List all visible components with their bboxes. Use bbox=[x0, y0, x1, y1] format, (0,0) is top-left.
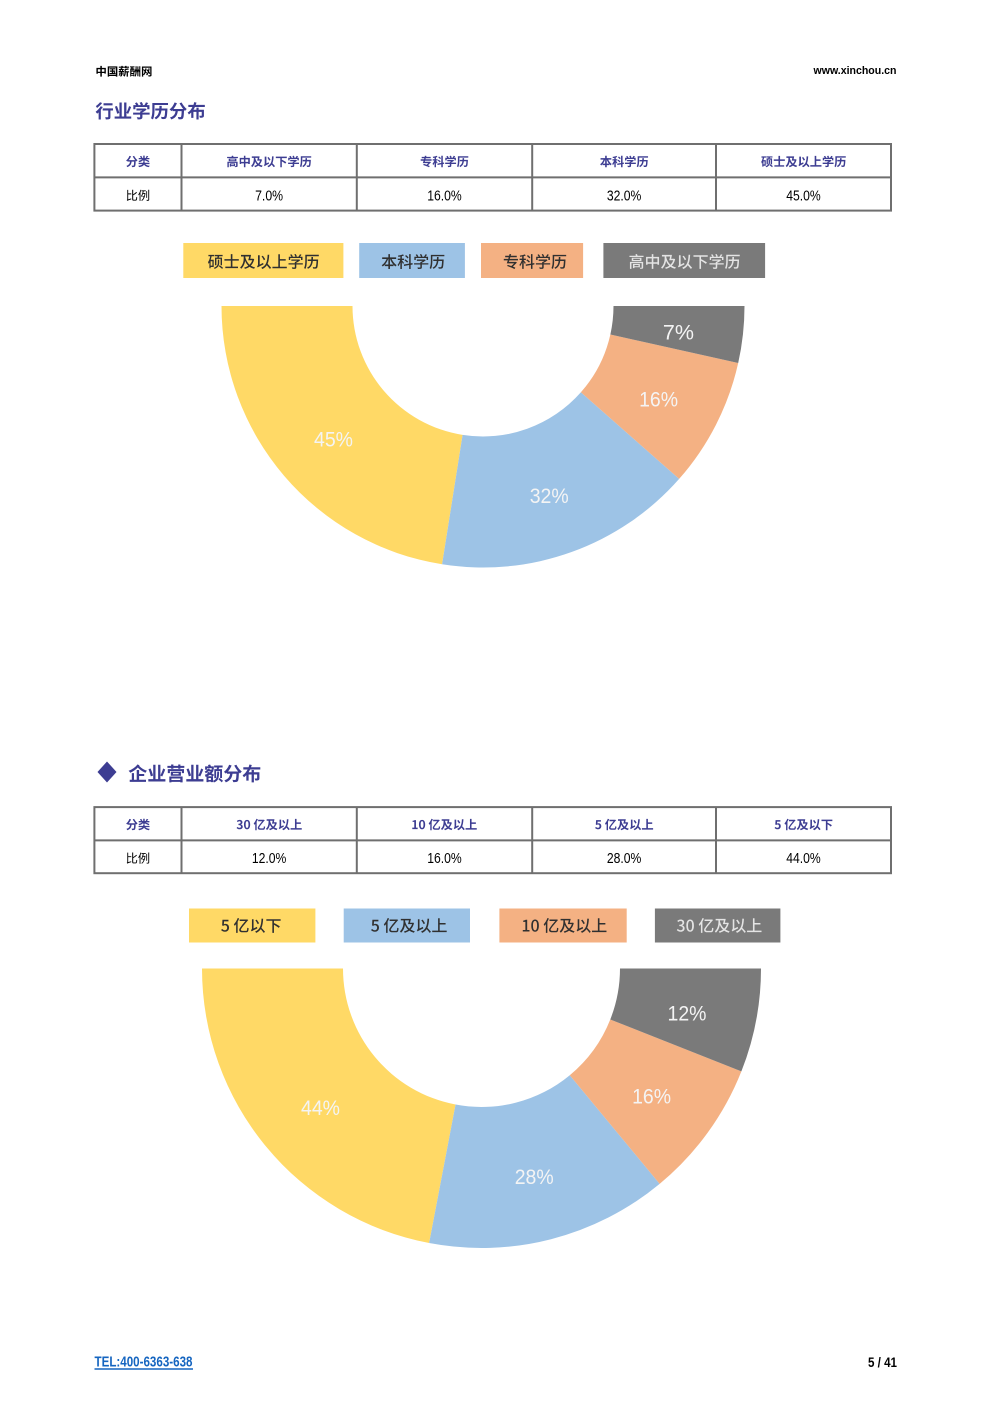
svg-text:16%: 16% bbox=[639, 388, 678, 412]
svg-text:16.0%: 16.0% bbox=[427, 851, 462, 867]
svg-text:12.0%: 12.0% bbox=[252, 851, 287, 867]
svg-text:45.0%: 45.0% bbox=[786, 188, 821, 204]
svg-text:28.0%: 28.0% bbox=[607, 851, 642, 867]
svg-text:44%: 44% bbox=[301, 1096, 340, 1120]
svg-text:44.0%: 44.0% bbox=[786, 851, 821, 867]
svg-text:45%: 45% bbox=[314, 427, 353, 451]
svg-text:16.0%: 16.0% bbox=[427, 188, 462, 204]
svg-text:12%: 12% bbox=[668, 1001, 707, 1025]
svg-text:7%: 7% bbox=[663, 321, 694, 345]
svg-text:32.0%: 32.0% bbox=[607, 188, 642, 204]
svg-text:7.0%: 7.0% bbox=[255, 188, 283, 204]
svg-text:5 / 41: 5 / 41 bbox=[868, 1354, 897, 1370]
svg-text:32%: 32% bbox=[530, 484, 569, 508]
svg-text:TEL:400-6363-638: TEL:400-6363-638 bbox=[95, 1354, 193, 1370]
svg-text:28%: 28% bbox=[515, 1165, 554, 1189]
svg-text:www.xinchou.cn: www.xinchou.cn bbox=[813, 65, 897, 77]
svg-text:16%: 16% bbox=[632, 1085, 671, 1109]
